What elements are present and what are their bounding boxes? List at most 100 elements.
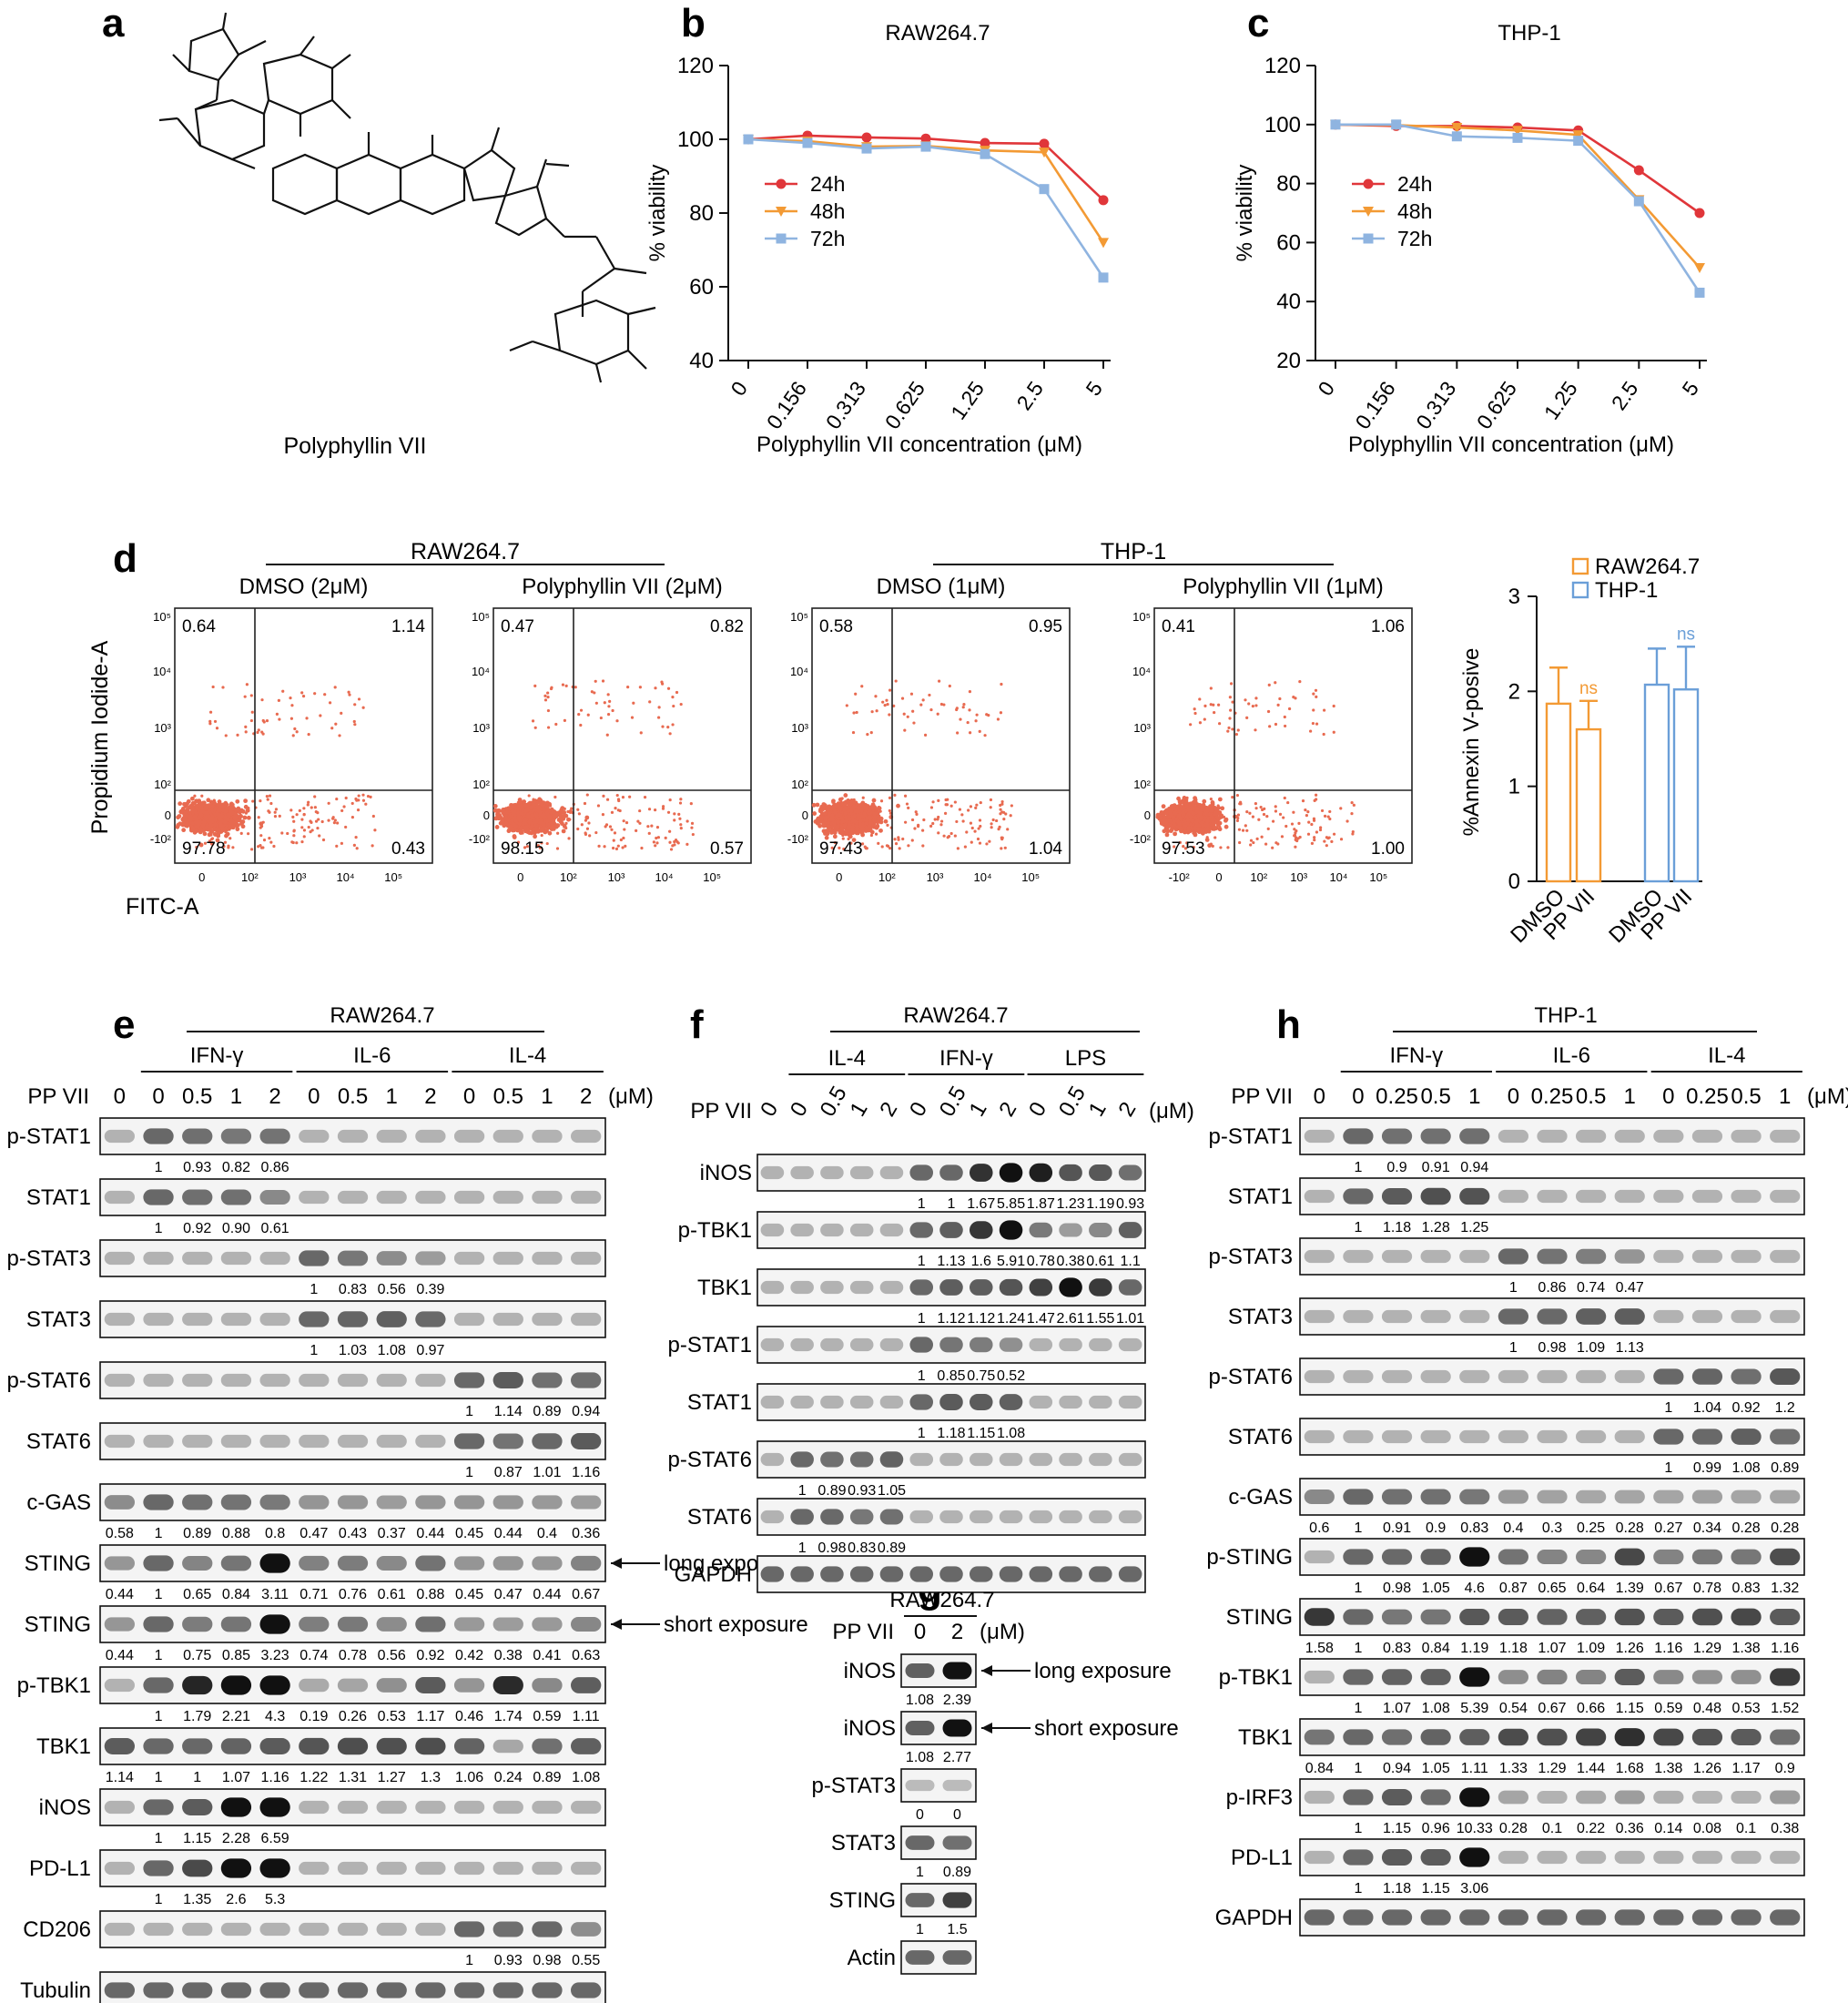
cell-event <box>943 811 948 815</box>
cell-event <box>673 818 676 822</box>
cell-event <box>316 826 320 830</box>
cell-event <box>530 813 535 818</box>
cell-event <box>516 840 521 844</box>
cell-event <box>533 806 537 809</box>
point-72h <box>1512 132 1523 143</box>
y-tick-label: 80 <box>689 201 714 226</box>
cell-event <box>335 844 339 848</box>
cell-event <box>821 829 827 834</box>
cell-event <box>656 836 661 839</box>
cell-event <box>183 809 188 814</box>
quadrant-lr: 0.43 <box>391 839 425 859</box>
cell-event <box>1010 804 1013 808</box>
cell-event <box>269 840 273 844</box>
cell-event <box>1000 836 1003 839</box>
point-72h <box>980 148 990 159</box>
cell-event <box>234 819 239 825</box>
cell-event <box>610 828 614 831</box>
quadrant-ur: 0.95 <box>1029 617 1062 636</box>
quadrant-ll: 98.15 <box>501 839 544 859</box>
series-line-48h <box>747 137 1105 244</box>
cell-event <box>860 685 864 688</box>
cell-event <box>307 800 310 804</box>
point-48h <box>1694 262 1705 273</box>
cell-event <box>542 823 546 829</box>
cell-event <box>521 812 524 816</box>
cell-event <box>921 844 925 848</box>
cell-event <box>838 800 844 806</box>
cell-event <box>937 798 940 803</box>
cell-event <box>576 808 580 811</box>
cell-event <box>594 830 598 835</box>
cell-event <box>344 796 348 800</box>
cell-event <box>840 818 846 824</box>
cell-event <box>259 826 262 829</box>
cell-event <box>556 831 560 835</box>
cell-event <box>513 810 517 814</box>
cell-event <box>612 839 615 842</box>
cell-event <box>213 807 218 810</box>
x-tick-label: 2.5 <box>1011 377 1048 414</box>
cell-event <box>249 694 253 697</box>
cell-event <box>516 808 520 812</box>
flow-x-tick: 10³ <box>927 870 944 884</box>
cell-event <box>888 847 892 850</box>
cell-event <box>318 834 321 838</box>
cell-event <box>902 712 906 716</box>
cell-event <box>268 837 271 840</box>
cell-event <box>204 810 208 816</box>
cell-event <box>843 793 848 798</box>
flow-y-tick: 0 <box>483 808 490 822</box>
cell-event <box>532 798 535 801</box>
cell-event <box>888 796 892 799</box>
cell-event <box>885 844 889 848</box>
cell-event <box>561 683 565 686</box>
cell-event <box>650 824 654 828</box>
cell-event <box>587 821 591 825</box>
cell-event <box>910 839 914 842</box>
cell-event <box>233 814 238 819</box>
cell-event <box>635 829 638 832</box>
cell-event <box>530 824 534 829</box>
cell-event <box>257 728 260 732</box>
cell-event <box>626 686 630 689</box>
point-72h <box>1391 119 1402 130</box>
cell-event <box>894 679 898 683</box>
cell-event <box>857 806 860 809</box>
flow-y-tick: 10² <box>472 778 490 791</box>
cell-event <box>259 834 263 838</box>
cell-event <box>601 813 605 817</box>
cell-event <box>574 686 577 689</box>
cell-event <box>676 841 680 845</box>
cell-event <box>257 816 260 819</box>
cell-event <box>906 715 909 718</box>
cell-event <box>949 804 953 808</box>
cell-event <box>307 733 310 737</box>
flow-x-tick: 0 <box>836 870 842 884</box>
cell-event <box>194 811 198 815</box>
cell-event <box>979 800 982 805</box>
cell-event <box>352 843 356 847</box>
cell-event <box>247 806 250 810</box>
cell-event <box>1000 847 1003 850</box>
cell-event <box>236 827 239 830</box>
cell-event <box>538 807 543 810</box>
cell-event <box>181 828 187 833</box>
cell-event <box>533 726 537 729</box>
cell-event <box>300 839 304 844</box>
cell-event <box>668 829 672 833</box>
compound-name: Polyphyllin VII <box>283 433 426 459</box>
cell-event <box>189 796 195 801</box>
cell-event <box>354 836 358 839</box>
cell-event <box>348 693 351 696</box>
cell-event <box>1004 812 1008 816</box>
cell-event <box>647 808 652 811</box>
cell-event <box>1164 832 1170 838</box>
cell-event <box>531 719 535 723</box>
cell-event <box>190 826 196 831</box>
cell-event <box>936 712 939 716</box>
cell-event <box>231 820 236 824</box>
cell-event <box>208 719 212 723</box>
cell-event <box>366 794 371 798</box>
cell-event <box>536 844 540 848</box>
